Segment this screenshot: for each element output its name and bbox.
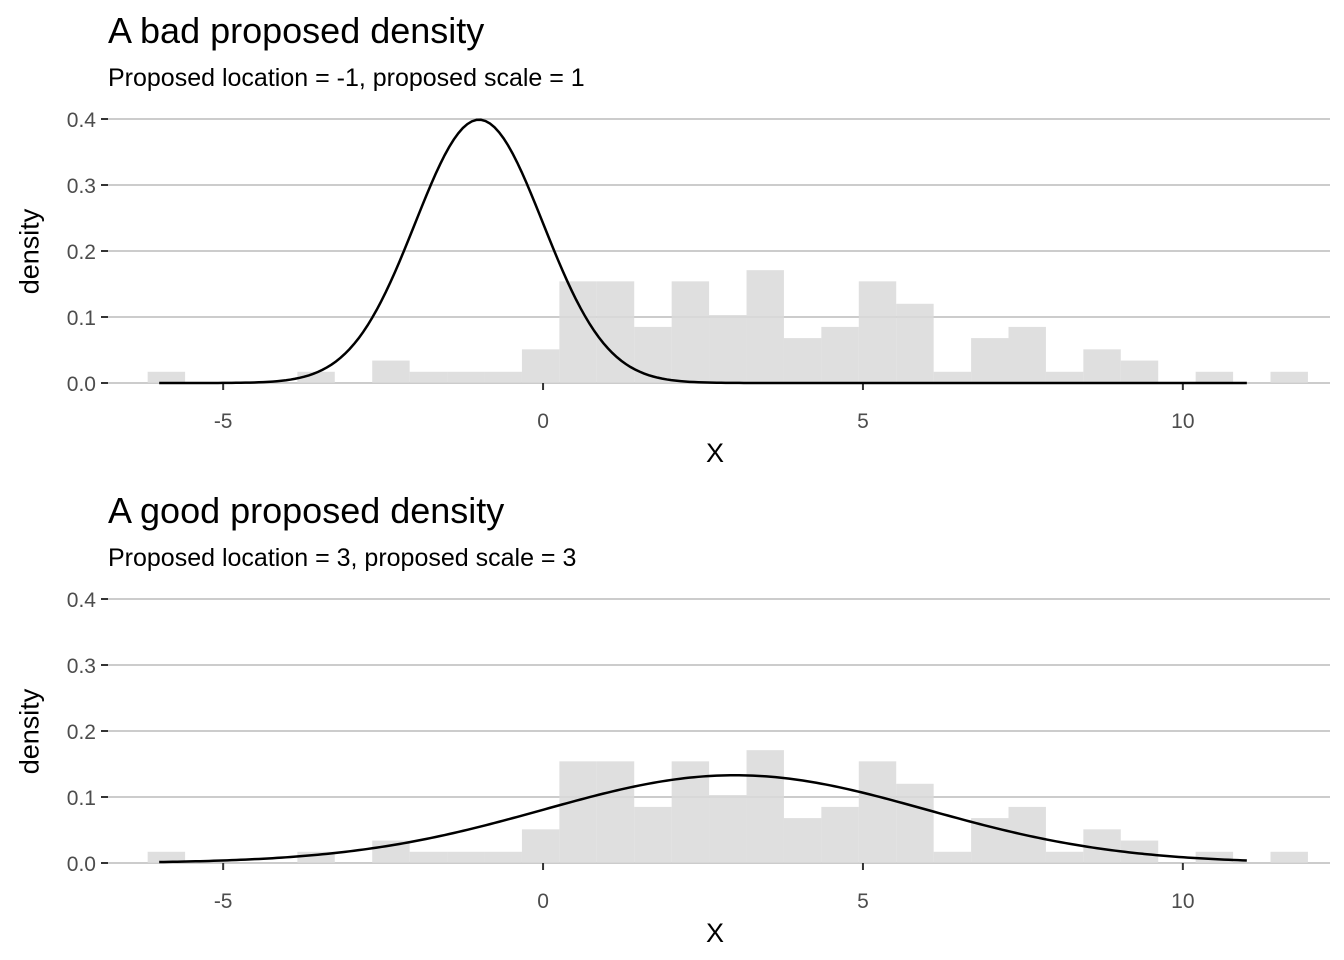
histogram-bar — [297, 371, 335, 383]
histogram-bar — [372, 360, 410, 383]
x-tick-label: -5 — [214, 890, 233, 913]
histogram-bar — [858, 761, 897, 863]
x-tick-label: 5 — [857, 410, 869, 433]
y-tick-label: 0.3 — [67, 175, 96, 198]
histogram-bar — [1270, 371, 1308, 383]
plot-area: 0.0 0.1 0.2 0.3 0.4 -5 0 5 10 — [67, 109, 1330, 433]
histogram-bar — [521, 349, 560, 383]
histogram-bar — [297, 851, 335, 863]
histogram-bar — [147, 851, 186, 863]
histogram-bar — [1120, 840, 1159, 863]
histogram-bar — [1120, 360, 1159, 383]
histogram-bar — [484, 371, 522, 383]
histogram-bar — [596, 761, 635, 863]
y-tick-label: 0.3 — [67, 655, 96, 678]
chart-subtitle: Proposed location = -1, proposed scale =… — [108, 64, 585, 92]
y-axis-label: density — [14, 688, 45, 775]
plot-area: 0.0 0.1 0.2 0.3 0.4 -5 0 5 10 — [67, 589, 1330, 913]
histogram-bar — [1045, 851, 1084, 863]
y-tick-label: 0.0 — [67, 373, 96, 396]
y-tick-label: 0.2 — [67, 721, 96, 744]
panel-good-density: A good proposed density Proposed locatio… — [0, 480, 1344, 960]
histogram-bar — [709, 315, 747, 383]
histogram-bar — [634, 326, 672, 383]
histogram-bar — [1195, 851, 1234, 863]
panel-bad-density: A bad proposed density Proposed location… — [14, 10, 1330, 468]
histogram-bar — [971, 818, 1009, 863]
chart-title: A bad proposed density — [108, 10, 485, 51]
density-curve — [159, 118, 1247, 385]
histogram-bar — [559, 761, 597, 863]
histogram-bar — [709, 795, 747, 863]
x-tick-label: 10 — [1171, 890, 1194, 913]
x-tick-label: -5 — [214, 410, 233, 433]
histogram-bar — [634, 806, 672, 863]
histogram-bar — [858, 281, 897, 383]
y-tick-label: 0.4 — [67, 589, 97, 612]
histogram-bar — [1195, 371, 1234, 383]
chart-title: A good proposed density — [108, 490, 505, 531]
histogram-bar — [409, 371, 448, 383]
histogram-bar — [484, 851, 522, 863]
histogram-bar — [821, 326, 859, 383]
histogram-bar — [147, 371, 186, 383]
chart-subtitle: Proposed location = 3, proposed scale = … — [108, 544, 577, 572]
x-tick-label: 10 — [1171, 410, 1194, 433]
x-axis-label: X — [706, 918, 725, 948]
histogram-bar — [896, 783, 934, 863]
histogram-bar — [1083, 349, 1121, 383]
histogram-bar — [1008, 326, 1046, 383]
histogram-bar — [933, 851, 972, 863]
y-axis-label: density — [14, 208, 45, 295]
histogram-bar — [1270, 851, 1308, 863]
histogram-bar — [1045, 371, 1084, 383]
x-axis-label: X — [706, 438, 725, 468]
histogram-bar — [671, 281, 710, 383]
histogram-bar — [783, 818, 822, 863]
histogram-bar — [521, 829, 560, 863]
y-tick-label: 0.0 — [67, 853, 96, 876]
y-tick-label: 0.4 — [67, 109, 97, 132]
y-tick-label: 0.1 — [67, 307, 96, 330]
density-curve — [159, 773, 1247, 864]
histogram-bar — [746, 750, 784, 863]
histogram-bar — [409, 851, 448, 863]
histogram-bar — [783, 338, 822, 383]
histogram-bar — [821, 806, 859, 863]
x-tick-label: 0 — [537, 410, 549, 433]
histogram-bar — [559, 281, 597, 383]
histogram-bar — [971, 338, 1009, 383]
x-tick-label: 0 — [537, 890, 549, 913]
x-tick-label: 5 — [857, 890, 869, 913]
y-tick-label: 0.1 — [67, 787, 96, 810]
histogram-bar — [596, 281, 635, 383]
histogram-bar — [896, 303, 934, 383]
y-tick-label: 0.2 — [67, 241, 96, 264]
histogram-bar — [447, 371, 485, 383]
histogram-bar — [746, 270, 784, 383]
histogram-bar — [447, 851, 485, 863]
histogram-bar — [933, 371, 972, 383]
